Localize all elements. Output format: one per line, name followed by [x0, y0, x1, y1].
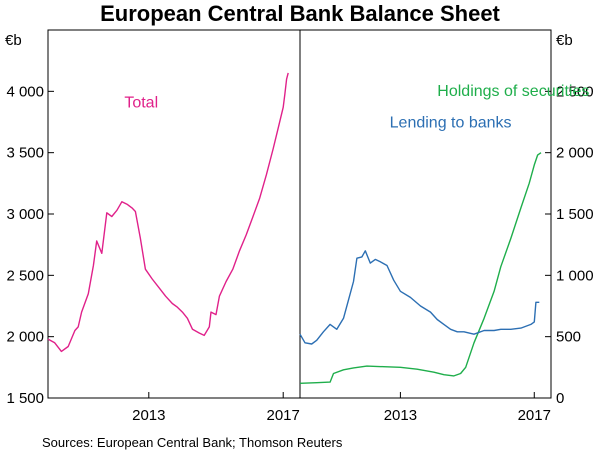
series-label-lending-to-banks: Lending to banks [390, 115, 512, 132]
unit-label-left: €b [5, 32, 22, 49]
series-line-lending-to-banks [299, 250, 540, 345]
source-note: Sources: European Central Bank; Thomson … [42, 435, 343, 450]
y-tick-label-right: 1 500 [556, 206, 594, 223]
y-tick-label-right: 0 [556, 390, 564, 407]
unit-label-right: €b [556, 32, 573, 49]
y-tick-label-left: 2 500 [6, 267, 44, 284]
tick-layer [48, 90, 551, 399]
label-layer: €b 1 500 2 000 2 500 3 000 3 500 4 000 2013 2017… [5, 32, 594, 424]
series-layer [47, 72, 542, 384]
series-label-holdings-of-securities: Holdings of securities [437, 83, 589, 100]
series-line-total [47, 72, 289, 353]
y-tick-label-right: 1 000 [556, 267, 594, 284]
y-tick-label-left: 4 000 [6, 83, 44, 100]
series-label-total: Total [124, 94, 158, 111]
chart-title: European Central Bank Balance Sheet [100, 1, 500, 26]
x-tick-label-right: 2013 [384, 407, 417, 424]
y-tick-label-left: 3 000 [6, 206, 44, 223]
y-tick-label-right: 2 000 [556, 145, 594, 162]
x-tick-label-left: 2013 [132, 407, 165, 424]
y-tick-label-left: 3 500 [6, 145, 44, 162]
y-tick-label-right: 500 [556, 329, 581, 346]
y-tick-label-left: 1 500 [6, 390, 44, 407]
series-line-holdings-of-securities [299, 152, 542, 384]
x-tick-label-right: 2017 [518, 407, 551, 424]
y-tick-label-right: 2 500 [556, 83, 594, 100]
y-tick-label-left: 2 000 [6, 329, 44, 346]
x-tick-label-left: 2017 [267, 407, 300, 424]
